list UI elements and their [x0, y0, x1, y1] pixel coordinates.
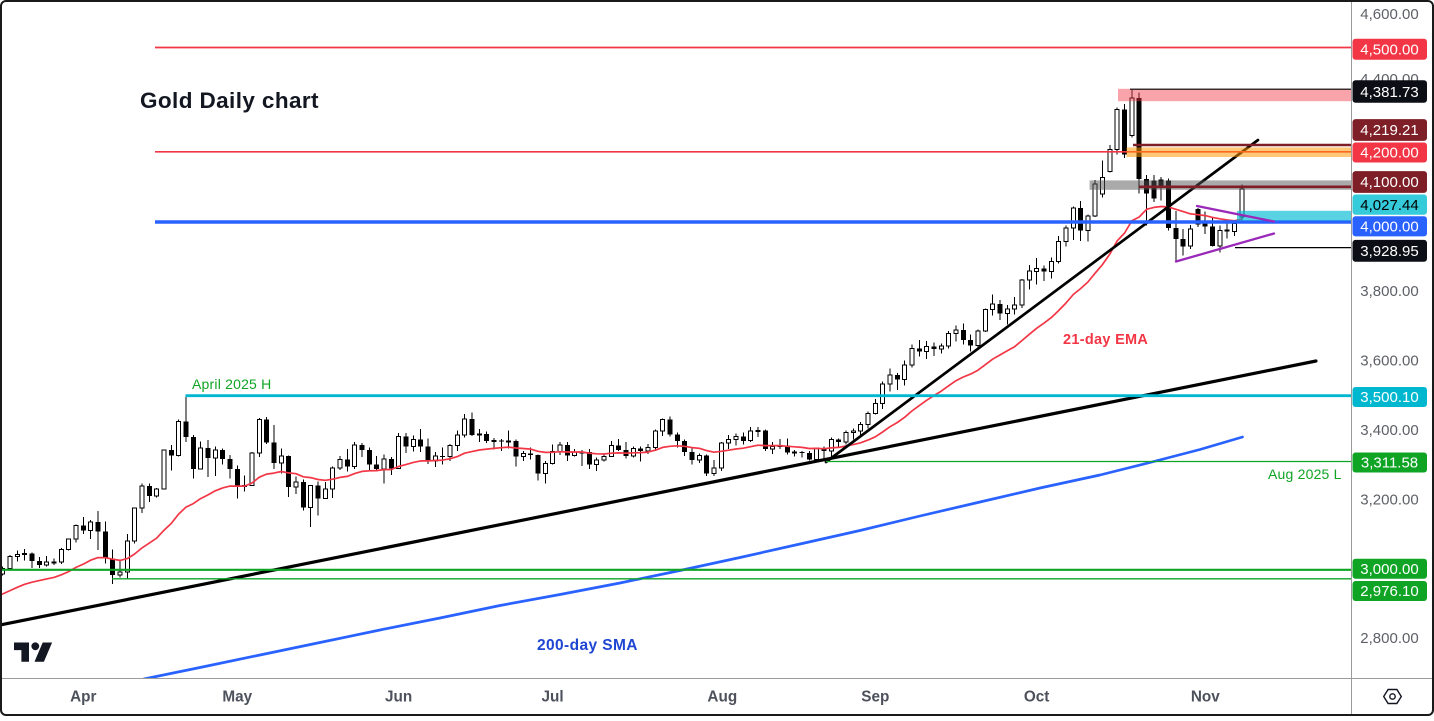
svg-text:4,027.44: 4,027.44	[1360, 197, 1418, 214]
svg-text:3,800.00: 3,800.00	[1360, 283, 1418, 300]
svg-text:Aug: Aug	[707, 689, 737, 706]
svg-text:Gold Daily chart: Gold Daily chart	[140, 88, 319, 113]
svg-text:21-day EMA: 21-day EMA	[1063, 332, 1148, 348]
svg-text:4,600.00: 4,600.00	[1360, 6, 1418, 23]
svg-text:4,000.00: 4,000.00	[1360, 219, 1418, 236]
svg-text:Sep: Sep	[861, 689, 889, 706]
svg-text:Jun: Jun	[385, 689, 412, 706]
svg-text:Apr: Apr	[70, 689, 96, 706]
svg-text:May: May	[222, 689, 252, 706]
svg-text:2,800.00: 2,800.00	[1360, 630, 1418, 647]
svg-text:3,500.10: 3,500.10	[1360, 389, 1418, 406]
svg-text:3,600.00: 3,600.00	[1360, 353, 1418, 370]
svg-text:3,200.00: 3,200.00	[1360, 492, 1418, 509]
svg-text:200-day SMA: 200-day SMA	[537, 637, 638, 654]
svg-text:4,500.00: 4,500.00	[1360, 42, 1418, 59]
svg-text:3,928.95: 3,928.95	[1360, 243, 1418, 260]
svg-text:Aug 2025 L: Aug 2025 L	[1268, 466, 1342, 482]
svg-text:Jul: Jul	[542, 689, 564, 706]
svg-text:2,976.10: 2,976.10	[1360, 583, 1418, 600]
svg-text:3,400.00: 3,400.00	[1360, 422, 1418, 439]
svg-text:4,100.00: 4,100.00	[1360, 174, 1418, 191]
svg-text:4,381.73: 4,381.73	[1360, 84, 1418, 101]
svg-text:April 2025 H: April 2025 H	[192, 376, 271, 392]
svg-text:3,000.00: 3,000.00	[1360, 561, 1418, 578]
svg-text:Nov: Nov	[1191, 689, 1220, 706]
svg-text:Oct: Oct	[1024, 689, 1050, 706]
svg-text:3,311.58: 3,311.58	[1361, 455, 1418, 472]
svg-text:4,200.00: 4,200.00	[1360, 145, 1418, 162]
svg-text:4,219.21: 4,219.21	[1360, 122, 1418, 139]
